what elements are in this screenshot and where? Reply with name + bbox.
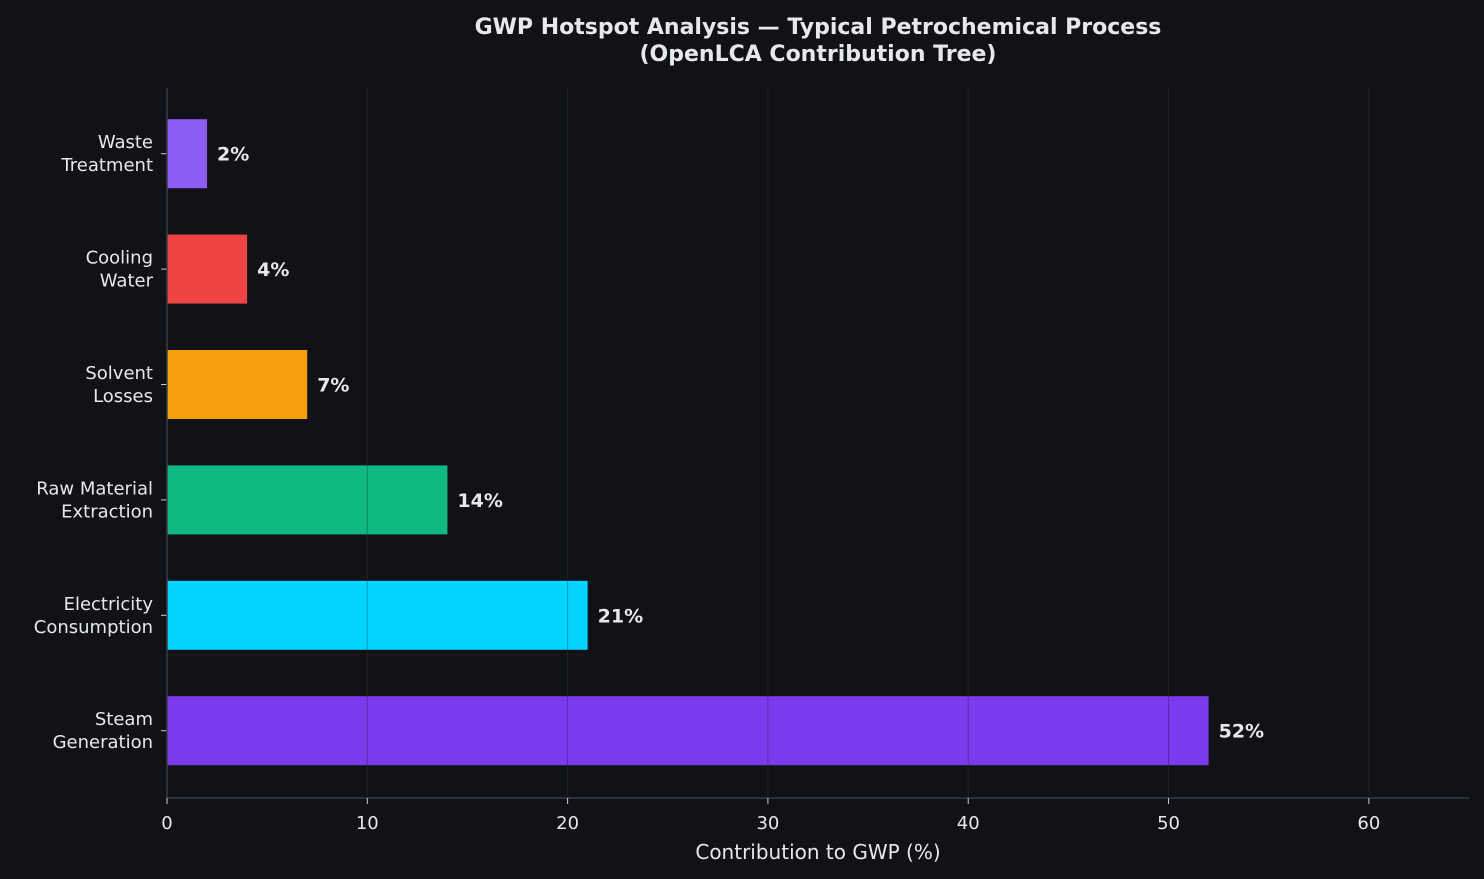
y-tick-label: Losses	[93, 386, 153, 407]
bar	[167, 234, 248, 304]
y-tick-label: Solvent	[85, 363, 153, 384]
y-tick-label: Extraction	[61, 501, 153, 522]
bar	[167, 119, 208, 189]
y-tick-label: Consumption	[34, 617, 153, 638]
y-tick-label: Cooling	[86, 248, 153, 269]
x-tick-label: 0	[161, 813, 172, 834]
bar-value-label: 2%	[217, 144, 249, 166]
x-tick-label: 20	[556, 813, 579, 834]
bar-value-label: 4%	[257, 259, 289, 281]
chart-title: GWP Hotspot Analysis — Typical Petrochem…	[475, 15, 1162, 40]
x-tick-label: 30	[756, 813, 779, 834]
bar-value-label: 7%	[317, 375, 349, 397]
bar	[167, 350, 308, 419]
x-tick-label: 60	[1357, 813, 1380, 834]
x-tick-label: 40	[957, 813, 980, 834]
y-tick-label: Steam	[95, 709, 153, 730]
x-tick-label: 10	[356, 813, 379, 834]
y-tick-label: Treatment	[60, 155, 153, 176]
y-tick-label: Generation	[53, 732, 153, 753]
chart-subtitle: (OpenLCA Contribution Tree)	[639, 42, 996, 67]
bar-value-label: 21%	[598, 605, 643, 627]
bars-layer	[167, 119, 1209, 766]
y-tick-label: Waste	[98, 132, 153, 153]
bar	[167, 580, 588, 650]
grid-overlay	[366, 88, 1370, 798]
bar-value-label: 52%	[1219, 721, 1264, 743]
y-tick-label: Electricity	[64, 594, 154, 615]
x-axis-label: Contribution to GWP (%)	[695, 840, 940, 864]
grid-layer	[366, 88, 1370, 798]
bar-value-label: 14%	[457, 490, 502, 512]
y-tick-label: Raw Material	[36, 478, 153, 499]
bar	[167, 465, 448, 535]
bar	[167, 696, 1209, 766]
axes-layer	[161, 88, 1469, 804]
x-tick-label: 50	[1157, 813, 1180, 834]
y-tick-label: Water	[100, 271, 154, 292]
